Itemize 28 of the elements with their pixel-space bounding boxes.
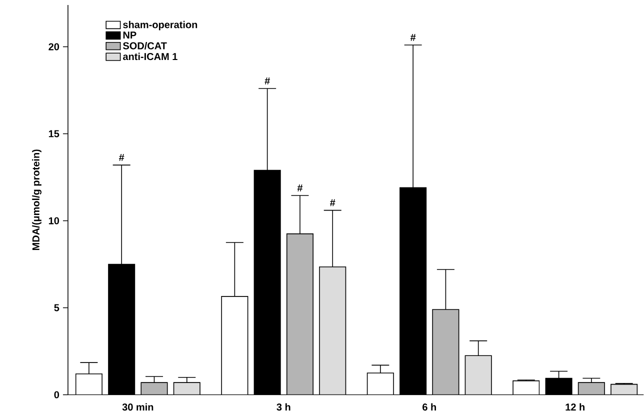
legend-label: NP bbox=[123, 32, 136, 39]
bar bbox=[432, 310, 459, 395]
y-axis-title: MDA/(μmol/g protein) bbox=[32, 150, 42, 250]
legend-label: sham-operation bbox=[123, 20, 198, 30]
y-tick-label: 20 bbox=[48, 43, 60, 50]
legend-label: SOD/CAT bbox=[122, 42, 167, 50]
y-tick-label: 5 bbox=[54, 304, 60, 312]
x-tick-label: 6 h bbox=[422, 403, 436, 411]
bar bbox=[465, 356, 492, 395]
annotation: # bbox=[297, 184, 303, 192]
bar bbox=[286, 234, 314, 395]
annotation: # bbox=[410, 34, 416, 41]
annotation: # bbox=[118, 154, 124, 161]
annotation: # bbox=[330, 199, 336, 206]
y-tick-label: 15 bbox=[48, 130, 60, 138]
y-tick-label: 10 bbox=[48, 217, 60, 224]
bar bbox=[141, 382, 168, 395]
bar bbox=[578, 382, 605, 395]
bar bbox=[610, 384, 638, 395]
x-tick-label: 3 h bbox=[276, 403, 290, 411]
legend-label: anti-ICAM 1 bbox=[123, 52, 178, 60]
annotation: # bbox=[264, 78, 270, 84]
bar bbox=[512, 380, 540, 395]
x-tick-label: 12 h bbox=[566, 403, 584, 411]
x-tick-label: 30 min bbox=[122, 403, 154, 411]
bar bbox=[174, 382, 200, 395]
bar bbox=[319, 266, 346, 395]
y-tick-label: 0 bbox=[54, 391, 60, 398]
